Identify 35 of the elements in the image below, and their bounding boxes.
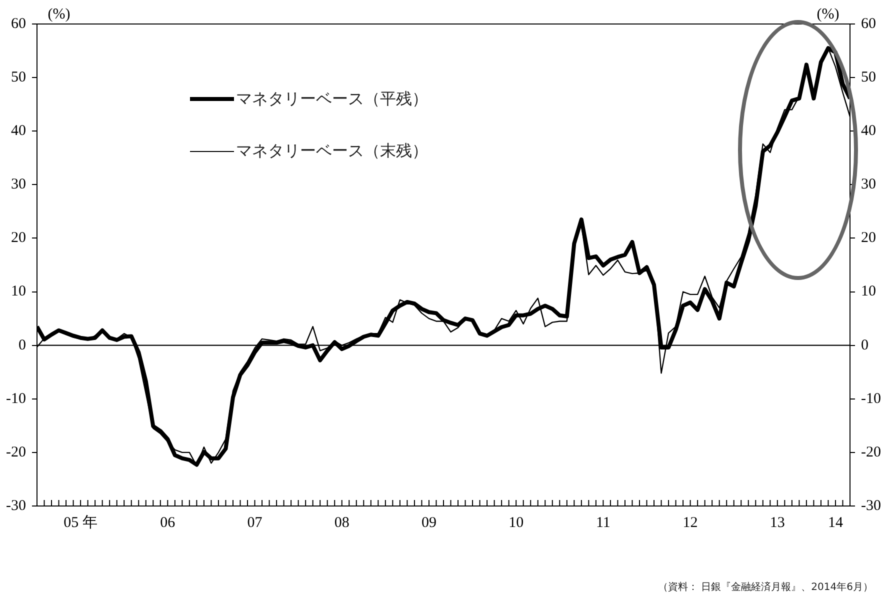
y2-tick-label: 50 bbox=[861, 69, 876, 86]
y2-tick-label: 0 bbox=[861, 337, 869, 354]
y-tick-label: 50 bbox=[10, 69, 26, 86]
y-tick-label: -30 bbox=[6, 498, 26, 514]
x-tick-label: 06 bbox=[160, 514, 176, 531]
x-tick-label: 14 bbox=[828, 514, 844, 531]
y-axis-title: (%) bbox=[48, 6, 70, 22]
y-tick-label: 60 bbox=[10, 16, 26, 32]
x-tick-label: 07 bbox=[247, 514, 263, 531]
y-tick-label: 40 bbox=[10, 123, 26, 140]
text: （資料： 日銀『金融経済月報』、2014年6月） bbox=[658, 580, 873, 594]
y2-axis-title: (%) bbox=[816, 6, 840, 22]
y2-tick-label: -10 bbox=[861, 390, 882, 407]
y2-tick-label: 40 bbox=[861, 123, 876, 140]
x-tick-label: 13 bbox=[770, 514, 785, 531]
x-tick-label: 12 bbox=[682, 514, 698, 531]
x-tick-label: 11 bbox=[596, 514, 610, 531]
y-tick-label: 30 bbox=[10, 176, 26, 193]
y2-tick-label: -30 bbox=[861, 498, 882, 514]
y2-tick-label: 10 bbox=[861, 284, 876, 300]
x-tick-label: 09 bbox=[421, 514, 436, 531]
y2-tick-label: -20 bbox=[861, 444, 882, 460]
y-tick-label: -20 bbox=[6, 444, 26, 460]
y2-tick-label: 30 bbox=[861, 176, 876, 193]
x-tick-label: 10 bbox=[508, 514, 524, 531]
y-tick-label: 10 bbox=[10, 284, 26, 300]
legend-label: マネタリーベース（末残） bbox=[236, 142, 428, 162]
y-tick-label: 20 bbox=[10, 230, 26, 246]
y-tick-label: -10 bbox=[6, 390, 26, 407]
legend-label: マネタリーベース（平残） bbox=[236, 90, 428, 110]
y2-tick-label: 60 bbox=[861, 16, 876, 32]
x-tick-label: 08 bbox=[334, 514, 350, 531]
x-tick-label: 05 年 bbox=[64, 514, 98, 531]
y2-tick-label: 20 bbox=[861, 230, 876, 246]
y-tick-label: 0 bbox=[18, 337, 26, 354]
